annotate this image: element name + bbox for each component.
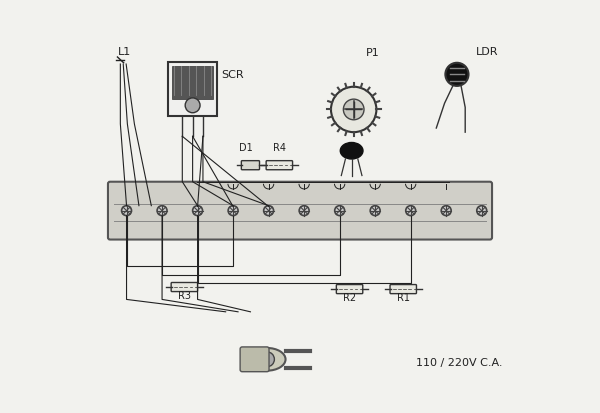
Text: D1: D1 (239, 143, 253, 153)
FancyBboxPatch shape (108, 182, 492, 240)
Text: L1: L1 (118, 47, 131, 57)
Circle shape (193, 206, 203, 216)
Circle shape (260, 352, 274, 367)
Circle shape (441, 206, 451, 216)
Text: R3: R3 (178, 292, 191, 301)
Ellipse shape (340, 142, 363, 159)
Circle shape (122, 206, 131, 216)
Text: 110 / 220V C.A.: 110 / 220V C.A. (416, 358, 502, 368)
Circle shape (477, 206, 487, 216)
Circle shape (228, 206, 238, 216)
Circle shape (335, 206, 344, 216)
Circle shape (299, 206, 309, 216)
Circle shape (370, 206, 380, 216)
Text: SCR: SCR (221, 70, 244, 80)
Ellipse shape (248, 348, 286, 371)
Text: R1: R1 (397, 294, 410, 304)
FancyBboxPatch shape (240, 347, 269, 372)
FancyBboxPatch shape (168, 62, 217, 116)
Text: R2: R2 (343, 294, 356, 304)
FancyBboxPatch shape (390, 285, 416, 294)
Circle shape (445, 63, 469, 86)
FancyBboxPatch shape (241, 161, 260, 170)
FancyBboxPatch shape (337, 285, 363, 294)
Circle shape (331, 87, 376, 132)
FancyBboxPatch shape (171, 282, 197, 292)
Text: R4: R4 (273, 143, 286, 153)
Circle shape (157, 206, 167, 216)
Text: P1: P1 (366, 48, 380, 58)
Circle shape (343, 99, 364, 120)
Text: LDR: LDR (476, 47, 498, 57)
FancyBboxPatch shape (266, 161, 293, 170)
FancyBboxPatch shape (172, 66, 213, 99)
Circle shape (263, 206, 274, 216)
Circle shape (406, 206, 416, 216)
Circle shape (185, 98, 200, 113)
